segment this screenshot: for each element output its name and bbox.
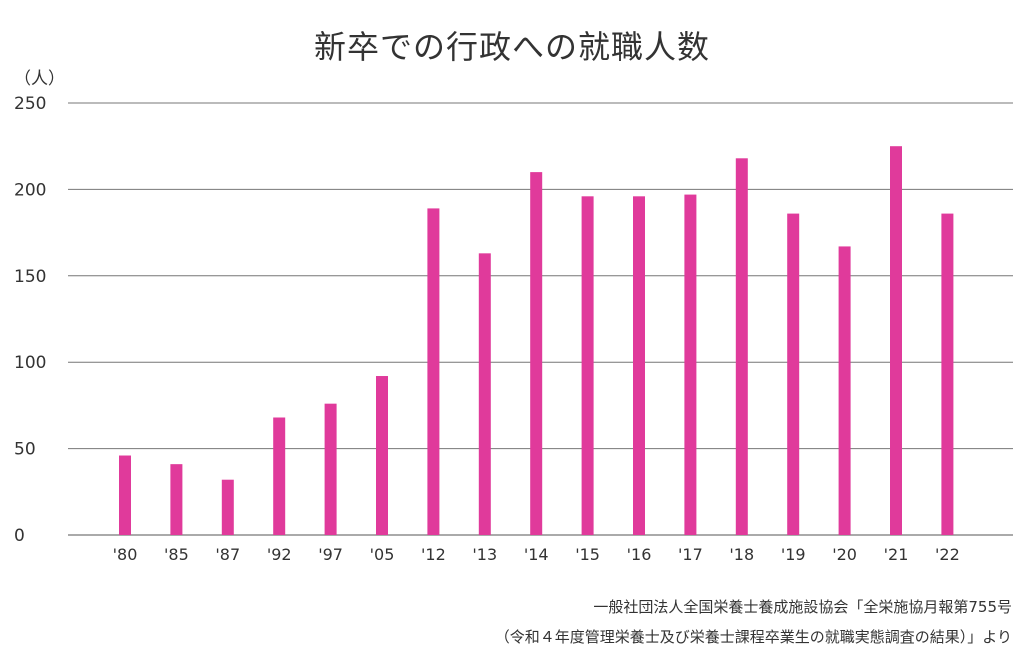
bar: [787, 213, 800, 536]
x-tick-label: '12: [421, 545, 446, 564]
x-tick-label: '20: [832, 545, 857, 564]
x-tick-label: '13: [472, 545, 497, 564]
x-tick-label: '21: [884, 545, 909, 564]
y-axis-unit: （人）: [14, 69, 65, 89]
y-tick-label: 200: [14, 180, 46, 200]
source-line-2: （令和４年度管理栄養士及び栄養士課程卒業生の就職実態調査の結果）」より: [494, 628, 1012, 646]
x-tick-label: '18: [729, 545, 754, 564]
x-tick-label: '97: [318, 545, 343, 564]
x-tick-label: '17: [678, 545, 703, 564]
source-line-1: 一般社団法人全国栄養士養成施設協会「全栄施協月報第755号: [593, 598, 1012, 616]
bar: [735, 158, 748, 535]
bar: [530, 172, 543, 535]
bar: [170, 464, 183, 535]
bar: [324, 403, 337, 535]
x-tick-label: '92: [267, 545, 292, 564]
bar: [427, 208, 440, 535]
bar: [376, 376, 388, 535]
bar: [119, 455, 131, 535]
bar: [838, 246, 851, 535]
y-tick-label: 50: [14, 440, 36, 460]
bar: [633, 196, 645, 535]
bar: [273, 417, 286, 535]
x-tick-label: '14: [524, 545, 549, 564]
bar: [684, 194, 697, 536]
y-tick-label: 250: [14, 94, 46, 114]
bar: [581, 196, 594, 535]
y-tick-label: 150: [14, 267, 46, 287]
chart-title: 新卒での行政への就職人数: [313, 28, 710, 66]
x-tick-label: '22: [935, 545, 960, 564]
x-tick-label: '80: [113, 545, 138, 564]
bar: [221, 479, 234, 535]
x-tick-label: '16: [627, 545, 652, 564]
x-tick-label: '87: [215, 545, 240, 564]
x-tick-label: '19: [781, 545, 806, 564]
x-tick-label: '15: [575, 545, 600, 564]
x-tick-label: '05: [370, 545, 395, 564]
bar: [941, 213, 954, 536]
bar: [478, 253, 491, 535]
bar: [890, 146, 902, 535]
x-tick-label: '85: [164, 545, 189, 564]
y-tick-label: 100: [14, 353, 46, 373]
y-tick-label: 0: [14, 526, 25, 546]
